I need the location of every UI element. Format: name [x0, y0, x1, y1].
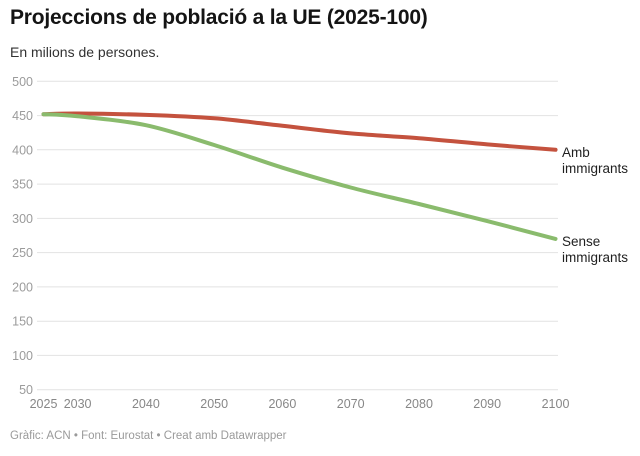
y-tick-label: 200: [12, 280, 33, 294]
series-line-amb-immigrants: [41, 111, 558, 152]
series-label-amb-immigrants: Amb immigrants: [562, 145, 628, 176]
chart-subtitle: En milions de persones.: [10, 44, 160, 60]
y-tick-label: 300: [12, 212, 33, 226]
y-tick-label: 250: [12, 246, 33, 260]
y-tick-label: 150: [12, 315, 33, 329]
x-tick-label: 2050: [200, 397, 228, 411]
x-tick-label: 2090: [473, 397, 501, 411]
x-tick-label: 2060: [268, 397, 296, 411]
chart-footer: Gràfic: ACN • Font: Eurostat • Creat amb…: [10, 430, 287, 442]
y-tick-label: 500: [12, 75, 33, 89]
y-tick-label: 50: [19, 383, 33, 397]
series-line-sense-immigrants: [41, 112, 558, 241]
x-tick-label: 2025: [30, 397, 58, 411]
chart-title: Projeccions de població a la UE (2025-10…: [10, 6, 428, 29]
x-tick-label: 2100: [542, 397, 570, 411]
y-tick-label: 400: [12, 143, 33, 157]
series-label-sense-immigrants: Sense immigrants: [562, 234, 628, 265]
y-tick-label: 450: [12, 109, 33, 123]
x-tick-label: 2080: [405, 397, 433, 411]
y-tick-label: 100: [12, 349, 33, 363]
x-tick-label: 2040: [132, 397, 160, 411]
y-tick-label: 350: [12, 178, 33, 192]
x-tick-label: 2070: [337, 397, 365, 411]
x-tick-label: 2030: [64, 397, 92, 411]
